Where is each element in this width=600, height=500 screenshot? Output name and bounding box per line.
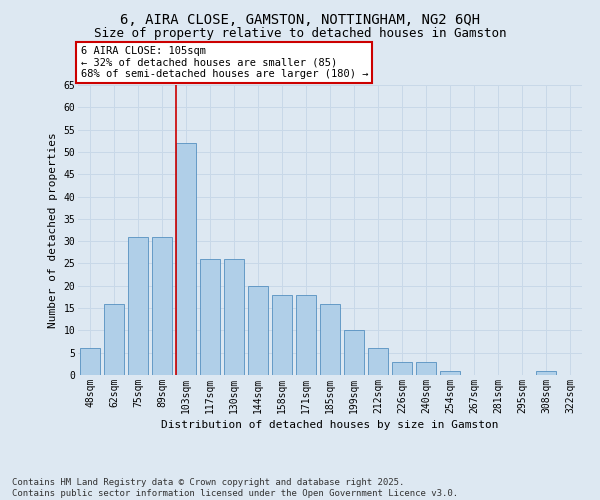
Bar: [368, 348, 388, 375]
Bar: [416, 362, 436, 375]
Bar: [104, 304, 124, 375]
Bar: [536, 370, 556, 375]
Bar: [152, 236, 172, 375]
X-axis label: Distribution of detached houses by size in Gamston: Distribution of detached houses by size …: [161, 420, 499, 430]
Text: 6 AIRA CLOSE: 105sqm
← 32% of detached houses are smaller (85)
68% of semi-detac: 6 AIRA CLOSE: 105sqm ← 32% of detached h…: [80, 46, 368, 79]
Bar: [128, 236, 148, 375]
Bar: [344, 330, 364, 375]
Bar: [272, 294, 292, 375]
Text: Size of property relative to detached houses in Gamston: Size of property relative to detached ho…: [94, 28, 506, 40]
Bar: [392, 362, 412, 375]
Bar: [176, 143, 196, 375]
Bar: [200, 259, 220, 375]
Bar: [320, 304, 340, 375]
Bar: [248, 286, 268, 375]
Text: Contains HM Land Registry data © Crown copyright and database right 2025.
Contai: Contains HM Land Registry data © Crown c…: [12, 478, 458, 498]
Y-axis label: Number of detached properties: Number of detached properties: [48, 132, 58, 328]
Text: 6, AIRA CLOSE, GAMSTON, NOTTINGHAM, NG2 6QH: 6, AIRA CLOSE, GAMSTON, NOTTINGHAM, NG2 …: [120, 12, 480, 26]
Bar: [440, 370, 460, 375]
Bar: [80, 348, 100, 375]
Bar: [224, 259, 244, 375]
Bar: [296, 294, 316, 375]
